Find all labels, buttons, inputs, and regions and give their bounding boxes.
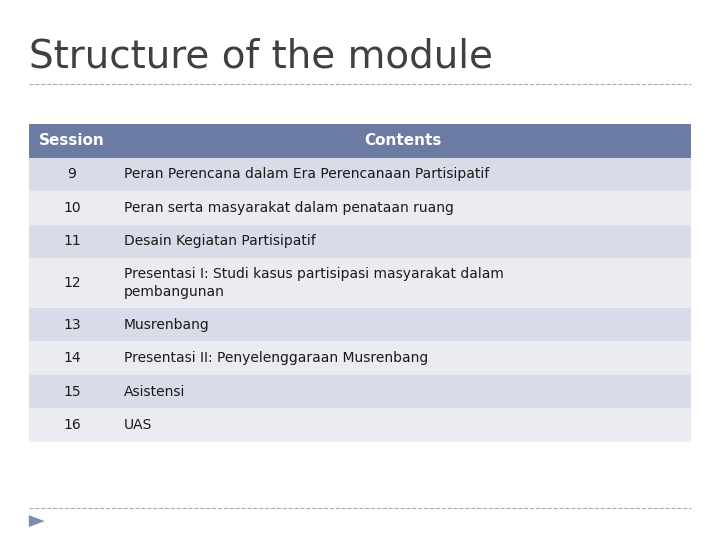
Bar	[29, 408, 115, 442]
Bar	[115, 341, 691, 375]
Text: 13: 13	[63, 318, 81, 332]
Text: Desain Kegiatan Partisipatif: Desain Kegiatan Partisipatif	[124, 234, 315, 248]
Bar	[115, 124, 691, 158]
Text: Presentasi II: Penyelenggaraan Musrenbang: Presentasi II: Penyelenggaraan Musrenban…	[124, 351, 428, 365]
Text: Session: Session	[39, 133, 104, 148]
Bar	[29, 158, 115, 191]
Bar	[29, 308, 115, 341]
Text: Musrenbang: Musrenbang	[124, 318, 210, 332]
Text: UAS: UAS	[124, 418, 152, 432]
Bar	[29, 124, 115, 158]
Text: Structure of the module: Structure of the module	[29, 38, 492, 76]
Bar	[29, 375, 115, 408]
Text: Presentasi I: Studi kasus partisipasi masyarakat dalam
pembangunan: Presentasi I: Studi kasus partisipasi ma…	[124, 267, 503, 299]
Text: Contents: Contents	[364, 133, 442, 148]
Text: 16: 16	[63, 418, 81, 432]
Text: Peran serta masyarakat dalam penataan ruang: Peran serta masyarakat dalam penataan ru…	[124, 201, 454, 215]
Polygon shape	[29, 515, 45, 527]
Bar	[115, 225, 691, 258]
Bar	[115, 308, 691, 341]
Text: 15: 15	[63, 384, 81, 399]
Text: Asistensi: Asistensi	[124, 384, 185, 399]
Bar	[115, 258, 691, 308]
Text: Peran Perencana dalam Era Perencanaan Partisipatif: Peran Perencana dalam Era Perencanaan Pa…	[124, 167, 489, 181]
Bar	[115, 408, 691, 442]
Text: 11: 11	[63, 234, 81, 248]
Bar	[115, 375, 691, 408]
Text: 10: 10	[63, 201, 81, 215]
Bar	[29, 225, 115, 258]
Text: 14: 14	[63, 351, 81, 365]
Bar	[115, 191, 691, 225]
Text: 9: 9	[68, 167, 76, 181]
Bar	[29, 191, 115, 225]
Bar	[115, 158, 691, 191]
Bar	[29, 258, 115, 308]
Text: 12: 12	[63, 276, 81, 290]
Bar	[29, 341, 115, 375]
